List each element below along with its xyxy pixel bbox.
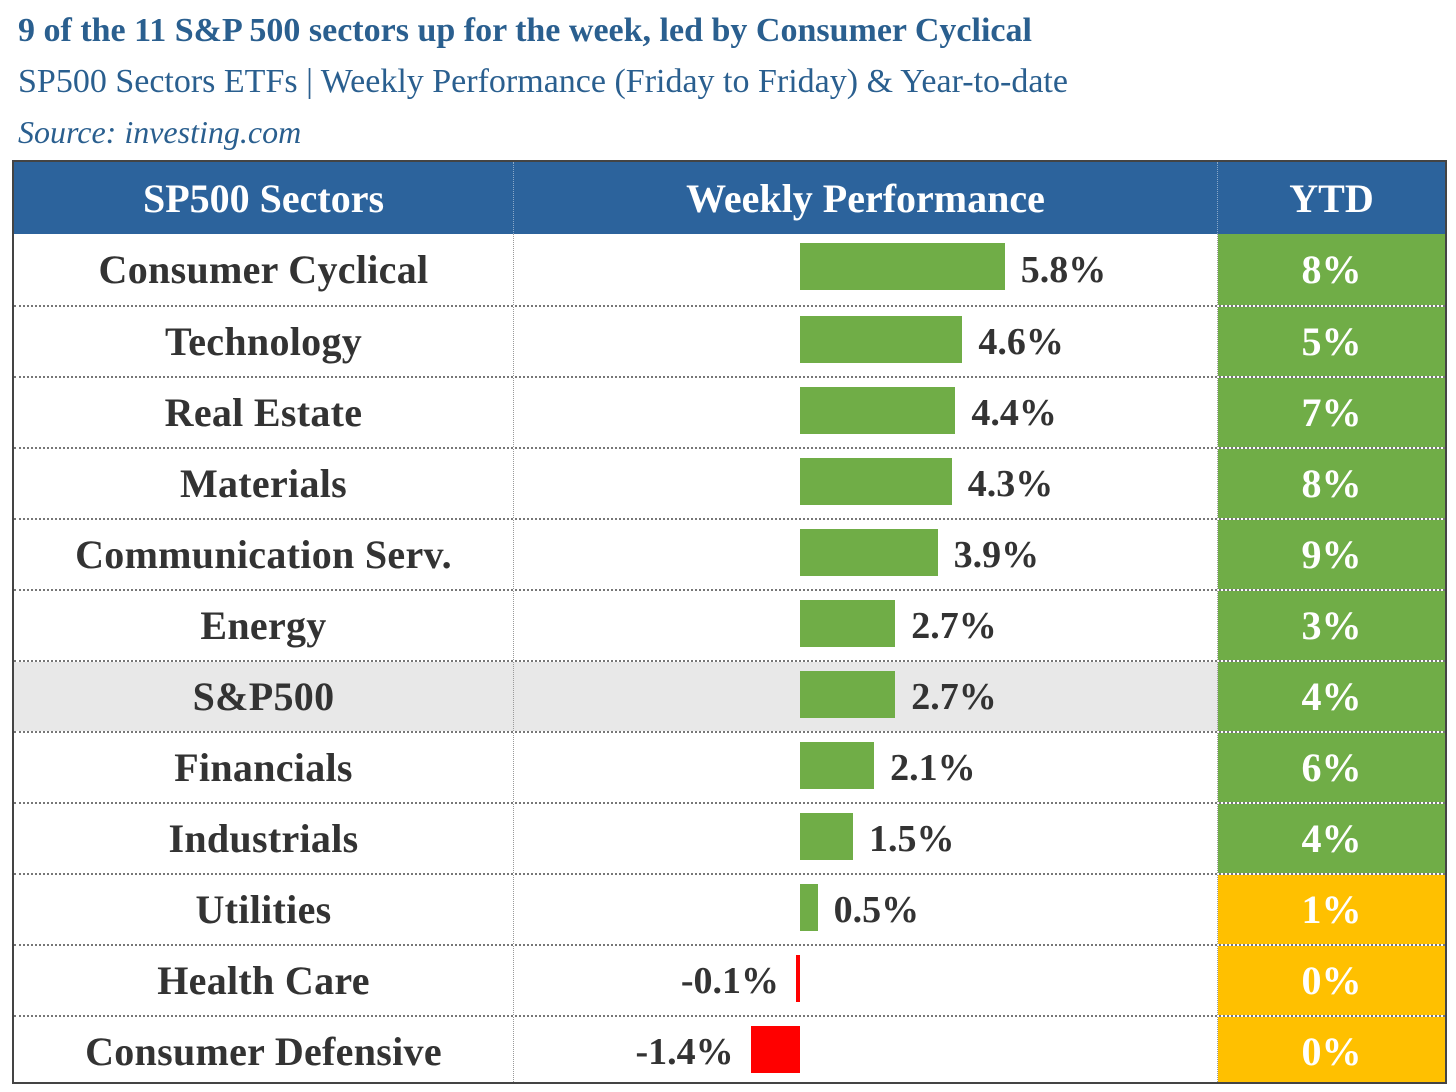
- weekly-performance-label: 5.8%: [1020, 248, 1107, 291]
- weekly-performance-label: -0.1%: [680, 959, 779, 1002]
- table-row: Financials 2.1% 6%: [14, 731, 1445, 802]
- weekly-performance-label: 2.7%: [911, 604, 997, 647]
- weekly-performance-cell: 4.6%: [514, 307, 1218, 376]
- weekly-performance-bar: [800, 529, 938, 576]
- ytd-value: 9%: [1218, 520, 1445, 589]
- weekly-performance-label: -1.4%: [635, 1030, 734, 1073]
- table-row: Energy 2.7% 3%: [14, 589, 1445, 660]
- sector-name: Communication Serv.: [14, 520, 514, 589]
- weekly-performance-cell: 2.1%: [514, 733, 1218, 802]
- weekly-performance-label: 1.5%: [868, 817, 955, 860]
- weekly-performance-cell: 2.7%: [514, 662, 1218, 731]
- ytd-value: 8%: [1218, 234, 1445, 305]
- sector-name: Utilities: [14, 875, 514, 944]
- sector-name: Financials: [14, 733, 514, 802]
- weekly-performance-bar: [800, 243, 1005, 290]
- weekly-performance-bar: [800, 813, 853, 860]
- table-row: Industrials 1.5% 4%: [14, 802, 1445, 873]
- weekly-performance-cell: 2.7%: [514, 591, 1218, 660]
- table-row: Communication Serv. 3.9% 9%: [14, 518, 1445, 589]
- ytd-value: 4%: [1218, 804, 1445, 873]
- chart-title: 9 of the 11 S&P 500 sectors up for the w…: [18, 12, 1032, 49]
- table-body: Consumer Cyclical 5.8% 8% Technology 4.6% 5% R…: [14, 234, 1445, 1082]
- ytd-value: 5%: [1218, 307, 1445, 376]
- column-header-weekly-performance: Weekly Performance: [514, 162, 1218, 234]
- weekly-performance-label: 2.1%: [890, 746, 976, 789]
- ytd-value: 1%: [1218, 875, 1445, 944]
- table-row: Materials 4.3% 8%: [14, 447, 1445, 518]
- weekly-performance-label: 2.7%: [911, 675, 997, 718]
- table-row: Consumer Cyclical 5.8% 8%: [14, 234, 1445, 305]
- ytd-value: 0%: [1218, 946, 1445, 1015]
- weekly-performance-bar: [750, 1026, 800, 1073]
- weekly-performance-bar: [800, 458, 952, 505]
- weekly-performance-bar: [796, 955, 800, 1002]
- weekly-performance-bar: [800, 600, 896, 647]
- ytd-value: 6%: [1218, 733, 1445, 802]
- weekly-performance-cell: 3.9%: [514, 520, 1218, 589]
- table-row: Utilities 0.5% 1%: [14, 873, 1445, 944]
- sector-name: Consumer Defensive: [14, 1017, 514, 1082]
- sector-performance-table: SP500 Sectors Weekly Performance YTD Con…: [12, 160, 1447, 1084]
- weekly-performance-cell: 4.4%: [514, 378, 1218, 447]
- table-row: Consumer Defensive -1.4% 0%: [14, 1015, 1445, 1082]
- column-header-sectors: SP500 Sectors: [14, 162, 514, 234]
- sector-name: S&P500: [14, 662, 514, 731]
- sector-name: Energy: [14, 591, 514, 660]
- column-header-ytd: YTD: [1289, 175, 1374, 221]
- sector-name: Technology: [14, 307, 514, 376]
- table-header-row: SP500 Sectors Weekly Performance YTD: [14, 162, 1445, 234]
- source-note: Source: investing.com: [18, 114, 302, 150]
- table-row: Health Care -0.1% 0%: [14, 944, 1445, 1015]
- weekly-performance-bar: [800, 742, 875, 789]
- weekly-performance-bar: [800, 884, 818, 931]
- ytd-value: 0%: [1218, 1017, 1445, 1082]
- weekly-performance-cell: 5.8%: [514, 234, 1218, 305]
- ytd-value: 7%: [1218, 378, 1445, 447]
- sector-name: Materials: [14, 449, 514, 518]
- ytd-value: 3%: [1218, 591, 1445, 660]
- chart-subtitle: SP500 Sectors ETFs | Weekly Performance …: [18, 63, 1068, 100]
- weekly-performance-bar: [800, 671, 896, 718]
- weekly-performance-cell: -1.4%: [514, 1017, 1218, 1082]
- ytd-value: 4%: [1218, 662, 1445, 731]
- weekly-performance-cell: -0.1%: [514, 946, 1218, 1015]
- weekly-performance-label: 3.9%: [953, 533, 1040, 576]
- sector-name: Real Estate: [14, 378, 514, 447]
- weekly-performance-bar: [800, 387, 956, 434]
- weekly-performance-cell: 4.3%: [514, 449, 1218, 518]
- table-row: Real Estate 4.4% 7%: [14, 376, 1445, 447]
- weekly-performance-label: 4.6%: [978, 320, 1064, 363]
- table-row: Technology 4.6% 5%: [14, 305, 1445, 376]
- table-row: S&P500 2.7% 4%: [14, 660, 1445, 731]
- weekly-performance-cell: 1.5%: [514, 804, 1218, 873]
- weekly-performance-cell: 0.5%: [514, 875, 1218, 944]
- ytd-value: 8%: [1218, 449, 1445, 518]
- weekly-performance-label: 4.4%: [971, 391, 1057, 434]
- weekly-performance-label: 0.5%: [833, 888, 920, 931]
- sector-name: Consumer Cyclical: [14, 234, 514, 305]
- weekly-performance-bar: [800, 316, 963, 363]
- weekly-performance-label: 4.3%: [967, 462, 1054, 505]
- sector-name: Health Care: [14, 946, 514, 1015]
- sector-name: Industrials: [14, 804, 514, 873]
